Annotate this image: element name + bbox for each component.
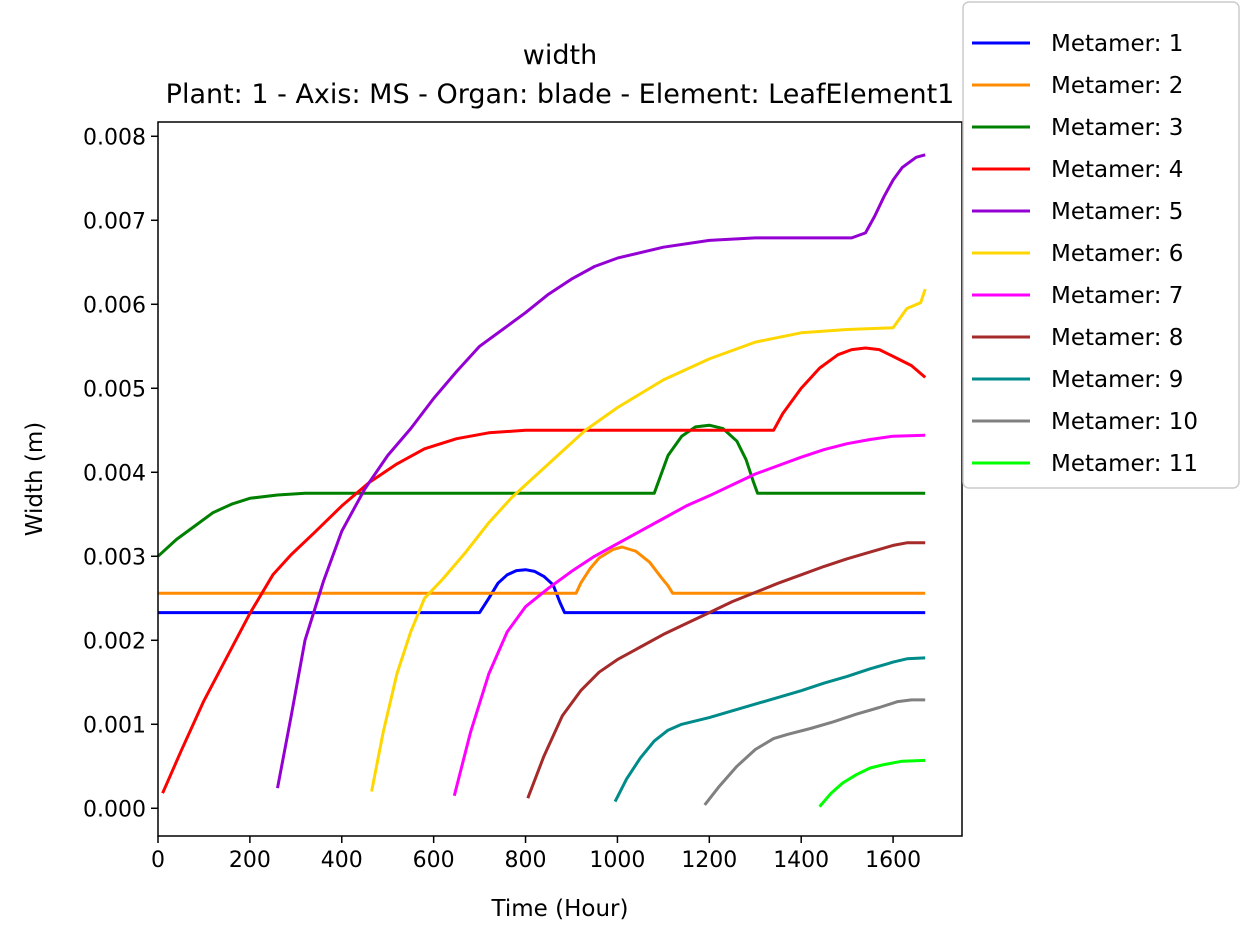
series-line-3 <box>156 423 926 558</box>
series-line-9 <box>613 656 926 803</box>
x-tick-label: 1400 <box>773 848 829 873</box>
series-layer <box>156 153 927 808</box>
legend-label-10: Metamer: 10 <box>1051 409 1198 435</box>
legend-label-1: Metamer: 1 <box>1051 31 1183 57</box>
legend-label-9: Metamer: 9 <box>1051 367 1183 393</box>
legend-label-7: Metamer: 7 <box>1051 283 1183 309</box>
legend-label-2: Metamer: 2 <box>1051 73 1183 99</box>
series-line-11 <box>818 758 926 808</box>
x-tick-label: 0 <box>151 848 165 873</box>
y-axis-label: Width (m) <box>22 422 48 536</box>
y-tick-label: 0.001 <box>83 713 146 738</box>
legend: Metamer: 1 Metamer: 2 Metamer: 3 Metamer: 4… <box>962 1 1240 489</box>
legend-label-6: Metamer: 6 <box>1051 241 1183 267</box>
y-tick-label: 0.007 <box>83 209 146 234</box>
y-tick-label: 0.003 <box>83 545 146 570</box>
legend-label-8: Metamer: 8 <box>1051 325 1183 351</box>
legend-label-3: Metamer: 3 <box>1051 115 1183 141</box>
x-tick-label: 200 <box>229 848 271 873</box>
series-line-10 <box>703 698 926 806</box>
y-tick-label: 0.006 <box>83 293 146 318</box>
plot-frame <box>157 121 963 837</box>
x-axis: 0 200 400 600 800 1000 1200 1400 1600 <box>151 836 921 873</box>
x-axis-label: Time (Hour) <box>491 896 629 922</box>
y-tick-label: 0.005 <box>83 377 146 402</box>
x-tick-label: 1600 <box>865 848 921 873</box>
x-tick-label: 600 <box>413 848 455 873</box>
legend-items: Metamer: 1 Metamer: 2 Metamer: 3 Metamer: 4… <box>972 31 1198 477</box>
series-line-1 <box>158 568 926 615</box>
chart-title: width <box>523 40 597 71</box>
y-axis: 0.000 0.001 0.002 0.003 0.004 0.005 0.006 0.007… <box>83 125 158 822</box>
x-tick-label: 800 <box>505 848 547 873</box>
series-line-6 <box>370 288 927 792</box>
legend-label-4: Metamer: 4 <box>1051 157 1183 183</box>
y-tick-label: 0.002 <box>83 629 146 654</box>
series-line-8 <box>526 541 926 799</box>
y-tick-label: 0.000 <box>83 797 146 822</box>
series-line-4 <box>161 346 927 794</box>
legend-label-11: Metamer: 11 <box>1051 451 1198 477</box>
chart-subtitle: Plant: 1 - Axis: MS - Organ: blade - Ele… <box>166 79 955 110</box>
series-line-7 <box>452 433 926 797</box>
y-tick-label: 0.004 <box>83 461 146 486</box>
series-line-5 <box>276 153 926 789</box>
x-tick-label: 400 <box>321 848 363 873</box>
y-tick-label: 0.008 <box>83 125 146 150</box>
x-tick-label: 1200 <box>681 848 737 873</box>
series-line-2 <box>158 545 926 595</box>
x-tick-label: 1000 <box>589 848 645 873</box>
legend-frame <box>962 1 1240 489</box>
legend-label-5: Metamer: 5 <box>1051 199 1183 225</box>
